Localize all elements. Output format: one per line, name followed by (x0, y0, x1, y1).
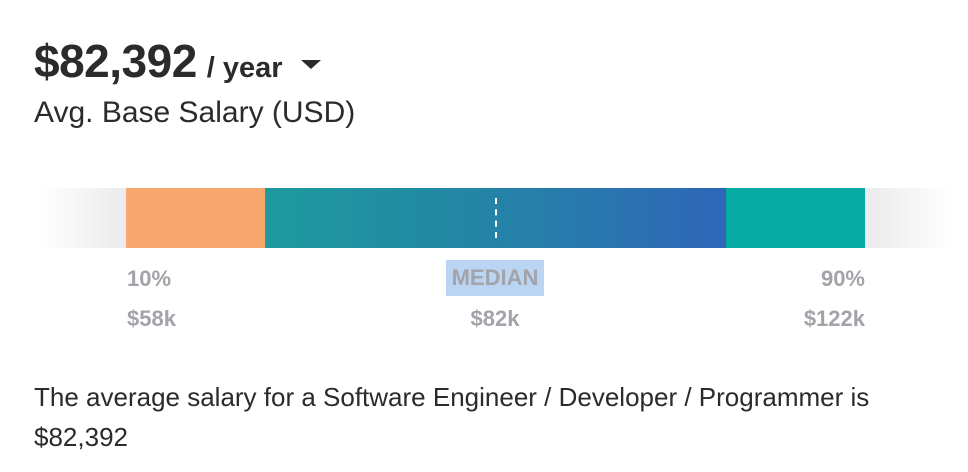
middle-range-segment (265, 188, 726, 248)
period-dropdown[interactable]: / year (207, 52, 321, 85)
median-value: $82k (470, 306, 520, 331)
salary-header: $82,392 / year (34, 34, 321, 88)
high-percentile-label: 90% (820, 266, 865, 291)
salary-description: The average salary for a Software Engine… (34, 382, 870, 452)
salary-amount: $82,392 (34, 35, 197, 87)
salary-range-bar (126, 188, 865, 248)
median-label: MEDIAN (446, 260, 544, 296)
low-percentile-value: $58k (127, 306, 176, 331)
low-percentile-label: 10% (127, 266, 172, 291)
low-range-segment (126, 188, 265, 248)
caret-down-icon (300, 60, 321, 69)
period-label: / year (206, 52, 283, 84)
high-percentile-value: $122k (803, 306, 865, 331)
salary-subtitle: Avg. Base Salary (USD) (34, 96, 356, 129)
high-range-segment (726, 188, 865, 248)
median-marker (495, 198, 497, 238)
